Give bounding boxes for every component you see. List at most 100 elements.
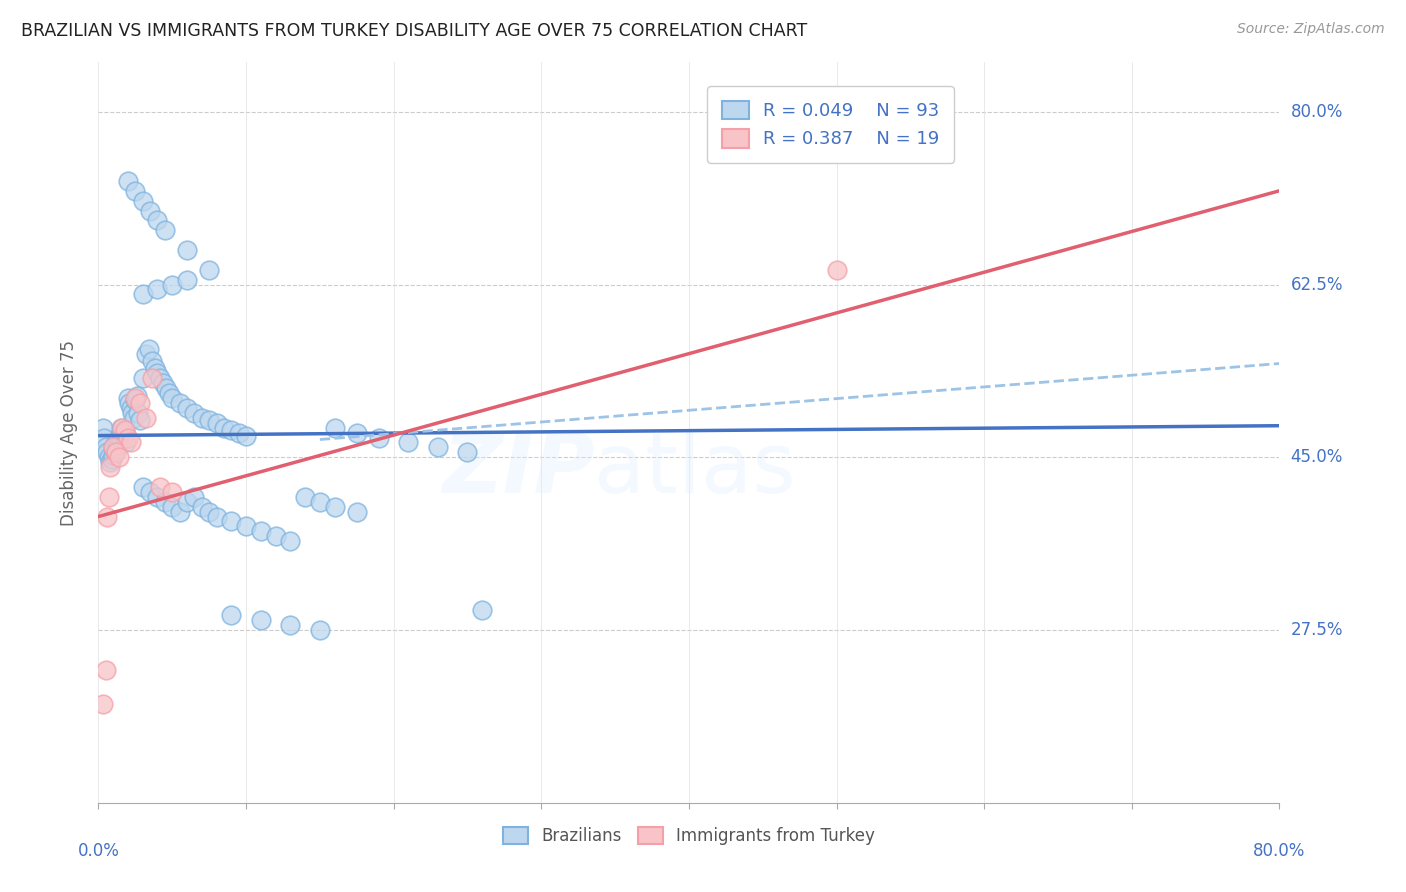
Point	[120, 401, 142, 415]
Point	[221, 515, 243, 529]
Point	[235, 519, 257, 533]
Point	[149, 480, 172, 494]
Legend: Brazilians, Immigrants from Turkey: Brazilians, Immigrants from Turkey	[495, 819, 883, 854]
Point	[111, 433, 134, 447]
Point	[149, 371, 172, 385]
Point	[114, 425, 136, 439]
Point	[153, 494, 176, 508]
Point	[138, 342, 160, 356]
Point	[346, 505, 368, 519]
Point	[97, 450, 120, 465]
Point	[191, 500, 214, 514]
Point	[471, 603, 494, 617]
Point	[139, 203, 162, 218]
Point	[110, 425, 132, 440]
Point	[105, 442, 128, 457]
Point	[111, 420, 134, 434]
Point	[280, 534, 302, 549]
Point	[191, 410, 214, 425]
Point	[114, 423, 136, 437]
Point	[98, 455, 121, 469]
Point	[105, 445, 128, 459]
Point	[132, 194, 155, 208]
Point	[96, 445, 118, 459]
Point	[825, 262, 848, 277]
Point	[250, 524, 273, 539]
Point	[108, 431, 131, 445]
Point	[235, 428, 257, 442]
Point	[98, 460, 121, 475]
Point	[323, 420, 346, 434]
Point	[176, 272, 198, 286]
Point	[103, 441, 125, 455]
Point	[221, 608, 243, 623]
Point	[176, 243, 198, 257]
Point	[117, 174, 139, 188]
Point	[153, 223, 176, 237]
Point	[183, 490, 205, 504]
Point	[120, 435, 142, 450]
Text: 62.5%: 62.5%	[1291, 276, 1343, 293]
Point	[125, 389, 148, 403]
Point	[117, 391, 139, 405]
Point	[162, 391, 183, 405]
Text: 45.0%: 45.0%	[1291, 449, 1343, 467]
Point	[103, 448, 125, 462]
Point	[309, 623, 332, 637]
Point	[91, 697, 114, 711]
Point	[141, 371, 163, 385]
Point	[294, 490, 316, 504]
Point	[100, 452, 122, 467]
Point	[162, 484, 183, 499]
Point	[94, 663, 117, 677]
Point	[93, 431, 115, 445]
Point	[118, 396, 141, 410]
Point	[135, 410, 157, 425]
Point	[457, 445, 479, 459]
Point	[94, 441, 117, 455]
Point	[152, 376, 174, 391]
Point	[309, 494, 332, 508]
Point	[132, 480, 155, 494]
Text: BRAZILIAN VS IMMIGRANTS FROM TURKEY DISABILITY AGE OVER 75 CORRELATION CHART: BRAZILIAN VS IMMIGRANTS FROM TURKEY DISA…	[21, 22, 807, 40]
Point	[124, 184, 146, 198]
Point	[398, 435, 420, 450]
Text: Source: ZipAtlas.com: Source: ZipAtlas.com	[1237, 22, 1385, 37]
Point	[198, 413, 221, 427]
Point	[122, 410, 145, 425]
Point	[103, 441, 125, 455]
Point	[162, 277, 183, 292]
Point	[198, 505, 221, 519]
Point	[112, 428, 135, 442]
Point	[135, 346, 157, 360]
Point	[132, 287, 155, 301]
Point	[183, 406, 205, 420]
Y-axis label: Disability Age Over 75: Disability Age Over 75	[59, 340, 77, 525]
Point	[250, 613, 273, 627]
Text: ZIP: ZIP	[441, 429, 595, 510]
Point	[105, 435, 128, 450]
Point	[198, 262, 221, 277]
Point	[146, 490, 169, 504]
Point	[117, 431, 139, 445]
Point	[264, 529, 287, 543]
Point	[124, 392, 146, 407]
Point	[157, 386, 180, 401]
Point	[110, 420, 132, 434]
Point	[169, 396, 191, 410]
Point	[346, 425, 368, 440]
Point	[108, 450, 131, 465]
Point	[155, 381, 177, 395]
Point	[221, 423, 243, 437]
Point	[124, 391, 146, 405]
Point	[128, 396, 150, 410]
Text: 80.0%: 80.0%	[1253, 842, 1306, 860]
Point	[115, 435, 138, 450]
Point	[143, 361, 166, 376]
Point	[146, 213, 169, 227]
Text: 0.0%: 0.0%	[77, 842, 120, 860]
Point	[205, 509, 228, 524]
Point	[96, 509, 118, 524]
Point	[205, 416, 228, 430]
Point	[212, 420, 235, 434]
